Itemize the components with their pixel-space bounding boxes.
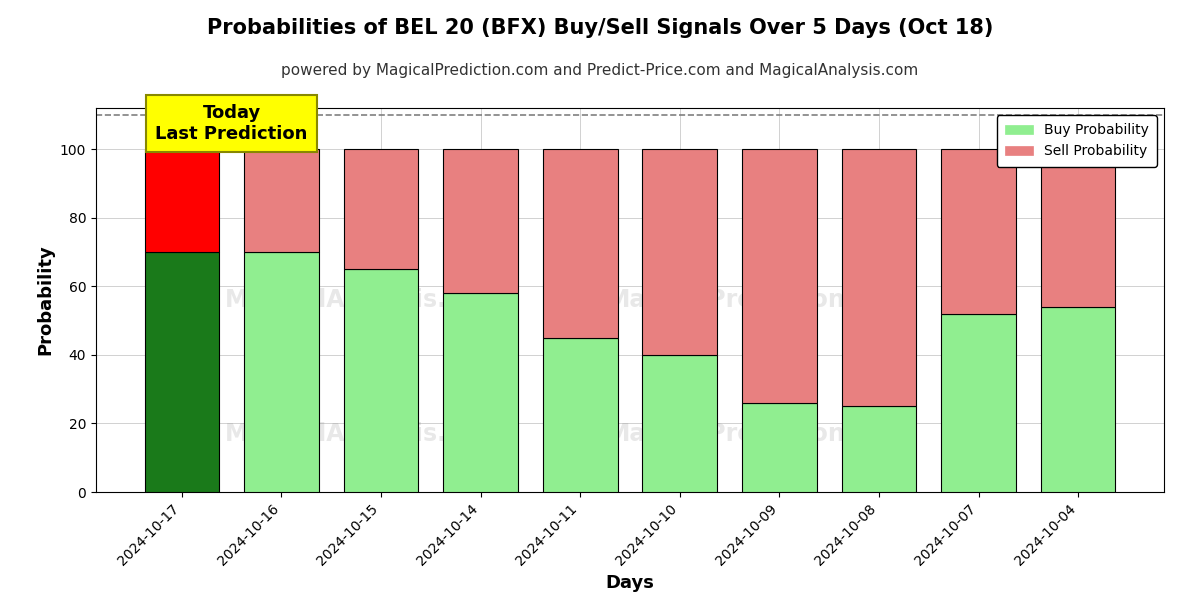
Bar (244, 149, 319, 252)
Text: Probabilities of BEL 20 (BFX) Buy/Sell Signals Over 5 Days (Oct 18): Probabilities of BEL 20 (BFX) Buy/Sell S… (206, 18, 994, 38)
Y-axis label: Probability: Probability (36, 245, 54, 355)
Bar (443, 149, 518, 293)
Legend: Buy Probability, Sell Probability: Buy Probability, Sell Probability (997, 115, 1157, 167)
Bar (742, 403, 817, 492)
Bar (941, 314, 1016, 492)
Bar (144, 252, 220, 492)
Text: MagicalPrediction.com: MagicalPrediction.com (607, 288, 910, 312)
Bar (841, 149, 917, 406)
Text: powered by MagicalPrediction.com and Predict-Price.com and MagicalAnalysis.com: powered by MagicalPrediction.com and Pre… (281, 63, 919, 78)
Bar (841, 406, 917, 492)
Bar (941, 149, 1016, 314)
Text: MagicalAnalysis.com: MagicalAnalysis.com (224, 422, 502, 446)
Text: MagicalPrediction.com: MagicalPrediction.com (607, 422, 910, 446)
Bar (443, 293, 518, 492)
Bar (742, 149, 817, 403)
Text: Today
Last Prediction: Today Last Prediction (156, 104, 308, 143)
Bar (144, 149, 220, 252)
Bar (1040, 307, 1116, 492)
Bar (642, 149, 718, 355)
Bar (343, 149, 419, 269)
Bar (642, 355, 718, 492)
Bar (542, 338, 618, 492)
Bar (343, 269, 419, 492)
X-axis label: Days: Days (606, 574, 654, 592)
Bar (244, 252, 319, 492)
Bar (1040, 149, 1116, 307)
Bar (542, 149, 618, 338)
Text: MagicalAnalysis.com: MagicalAnalysis.com (224, 288, 502, 312)
